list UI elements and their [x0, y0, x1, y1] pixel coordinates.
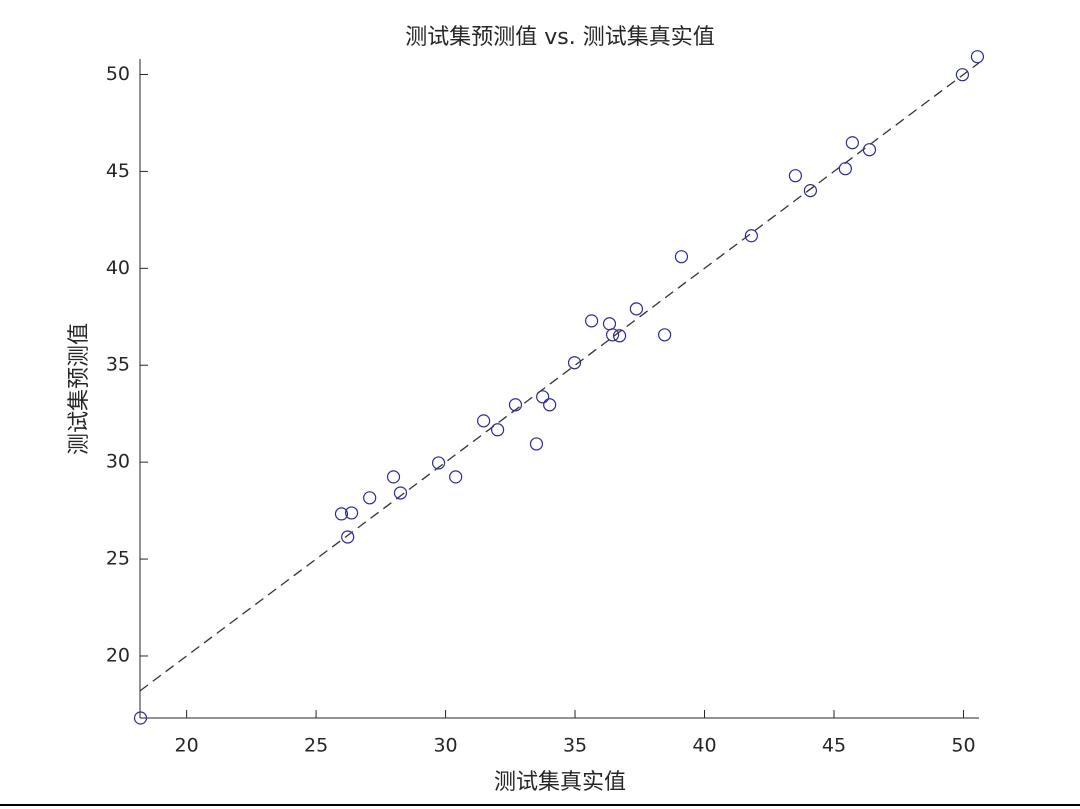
- point: [862, 143, 877, 157]
- x-tick-label: 30: [433, 735, 457, 757]
- point: [744, 229, 758, 243]
- chart-title: 测试集预测值 vs. 测试集真实值: [405, 25, 714, 50]
- x-tick-label: 20: [175, 735, 199, 757]
- point: [508, 398, 523, 412]
- point: [585, 314, 599, 328]
- point: [612, 329, 627, 343]
- point: [788, 169, 803, 183]
- point: [363, 491, 377, 505]
- x-tick-label: 25: [304, 735, 328, 757]
- point: [133, 711, 148, 725]
- point: [955, 68, 970, 82]
- y-tick-label: 25: [106, 548, 130, 570]
- point: [803, 184, 818, 198]
- point: [449, 470, 463, 484]
- point: [536, 390, 550, 404]
- x-tick-label: 50: [951, 735, 975, 757]
- y-tick-label: 20: [106, 644, 130, 666]
- y-tick-label: 30: [106, 451, 130, 473]
- y-tick-label: 35: [106, 354, 130, 376]
- point: [567, 356, 582, 370]
- point: [674, 250, 689, 264]
- y-axis-label: 测试集预测值: [67, 323, 92, 455]
- y-tick-label: 50: [106, 63, 130, 85]
- point: [344, 506, 359, 520]
- point: [970, 50, 985, 64]
- x-axis-label: 测试集真实值: [494, 770, 626, 795]
- point: [838, 162, 852, 176]
- point: [602, 317, 617, 331]
- point: [431, 456, 446, 470]
- point: [629, 302, 644, 316]
- point: [477, 414, 491, 428]
- y-tick-label: 40: [106, 257, 130, 279]
- point: [386, 470, 401, 484]
- x-tick-label: 40: [692, 735, 716, 757]
- y-tick-label: 45: [106, 160, 130, 182]
- point: [845, 136, 859, 150]
- x-tick-label: 35: [563, 735, 587, 757]
- point: [491, 423, 505, 437]
- point: [658, 328, 672, 342]
- reference-line: [139, 62, 980, 692]
- point: [605, 328, 620, 342]
- point: [393, 486, 408, 500]
- x-tick-label: 45: [822, 735, 846, 757]
- point: [334, 507, 349, 521]
- point: [543, 398, 557, 412]
- point: [341, 530, 355, 544]
- point: [529, 437, 544, 451]
